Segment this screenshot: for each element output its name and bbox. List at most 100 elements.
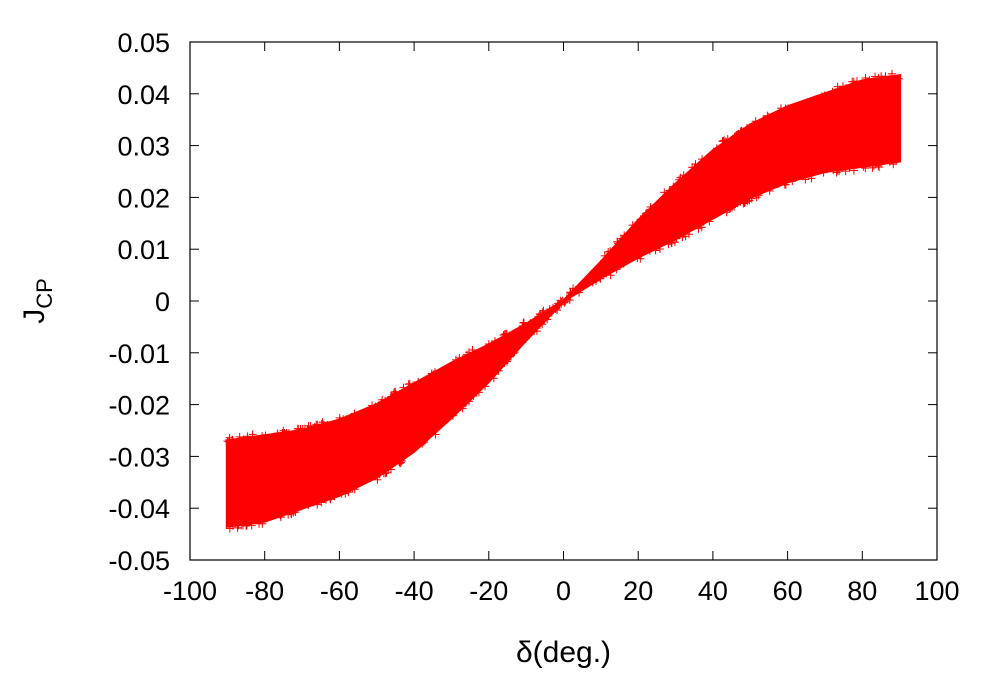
x-tick-label: 100 <box>914 576 959 606</box>
scatter-point <box>723 135 732 144</box>
scatter-point <box>868 163 877 172</box>
scatter-point <box>561 297 570 306</box>
scatter-point <box>379 469 388 478</box>
scatter-point <box>652 243 661 252</box>
scatter-point <box>833 82 842 91</box>
y-axis-title: JCP <box>18 278 57 324</box>
scatter-point <box>588 278 597 287</box>
scatter-point <box>841 167 850 176</box>
scatter-point <box>545 309 554 318</box>
y-tick-label: -0.03 <box>108 442 170 472</box>
scatter-point <box>613 237 622 246</box>
x-tick-label: 40 <box>698 576 728 606</box>
scatter-point <box>503 357 512 366</box>
scatter-point <box>885 157 894 166</box>
scatter-point <box>434 421 443 430</box>
scatter-point <box>323 421 332 430</box>
scatter-point <box>784 104 793 113</box>
scatter-point <box>494 366 503 375</box>
scatter-point <box>445 362 454 371</box>
scatter-point <box>315 424 324 433</box>
scatter-point <box>763 111 772 120</box>
y-tick-label: 0 <box>155 287 170 317</box>
scatter-point <box>875 163 884 172</box>
scatter-point <box>431 430 440 439</box>
scatter-point <box>670 238 679 247</box>
scatter-point <box>694 220 703 229</box>
scatter-point <box>894 74 903 83</box>
scatter-point <box>285 431 294 440</box>
scatter-point <box>484 343 493 352</box>
scatter-point <box>619 259 628 268</box>
scatter-point <box>405 448 414 457</box>
scatter-point <box>381 396 390 405</box>
scatter-point <box>869 77 878 86</box>
scatter-point <box>747 123 756 132</box>
scatter-point <box>759 115 768 124</box>
scatter-point <box>306 426 315 435</box>
scatter-point <box>310 422 319 431</box>
scatter-point <box>287 509 296 518</box>
y-tick-label: 0.05 <box>117 28 170 58</box>
scatter-point <box>228 435 237 444</box>
scatter-point <box>710 148 719 157</box>
y-tick-label: 0.01 <box>117 235 170 265</box>
scatter-point <box>862 77 871 86</box>
scatter-point <box>606 271 615 280</box>
scatter-point <box>374 401 383 410</box>
scatter-point <box>531 323 540 332</box>
scatter-point <box>458 354 467 363</box>
scatter-point <box>726 203 735 212</box>
scatter-point <box>669 182 678 191</box>
scatter-point <box>780 180 789 189</box>
scatter-point <box>861 164 870 173</box>
scatter-point <box>414 377 423 386</box>
scatter-point <box>330 492 339 501</box>
scatter-point <box>347 412 356 421</box>
scatter-point <box>468 345 477 354</box>
scatter-point <box>612 265 621 274</box>
scatter-point <box>606 249 615 258</box>
scatter-point <box>518 323 527 332</box>
scatter-point <box>284 429 293 438</box>
scatter-point <box>456 402 465 411</box>
scatter-point <box>339 415 348 424</box>
y-tick-label: 0.02 <box>117 183 170 213</box>
scatter-point <box>871 72 880 81</box>
scatter-point <box>312 420 321 429</box>
scatter-point <box>672 234 681 243</box>
scatter-point <box>791 173 800 182</box>
scatter-point <box>538 320 547 329</box>
scatter-point <box>300 428 309 437</box>
x-tick-label: -60 <box>320 576 359 606</box>
scatter-band <box>223 69 903 533</box>
scatter-point <box>481 382 490 391</box>
scatter-point <box>368 401 377 410</box>
scatter-point <box>804 98 813 107</box>
scatter-point <box>236 437 245 446</box>
scatter-point <box>410 444 419 453</box>
scatter-band-area <box>225 73 902 529</box>
scatter-point <box>397 456 406 465</box>
scatter-point <box>820 91 829 100</box>
scatter-point <box>853 77 862 86</box>
scatter-point <box>271 432 280 441</box>
scatter-point <box>674 231 683 240</box>
scatter-point <box>463 350 472 359</box>
scatter-point <box>539 316 548 325</box>
scatter-point <box>872 157 881 166</box>
scatter-point <box>235 432 244 441</box>
scatter-point <box>398 453 407 462</box>
scatter-point <box>399 383 408 392</box>
scatter-point <box>887 155 896 164</box>
scatter-point <box>767 181 776 190</box>
scatter-point <box>348 484 357 493</box>
scatter-point <box>655 244 664 253</box>
scatter-point <box>832 168 841 177</box>
scatter-point <box>680 227 689 236</box>
y-tick-label: -0.05 <box>108 546 170 576</box>
scatter-point <box>243 432 252 441</box>
scatter-point <box>810 95 819 104</box>
scatter-point <box>696 219 705 228</box>
